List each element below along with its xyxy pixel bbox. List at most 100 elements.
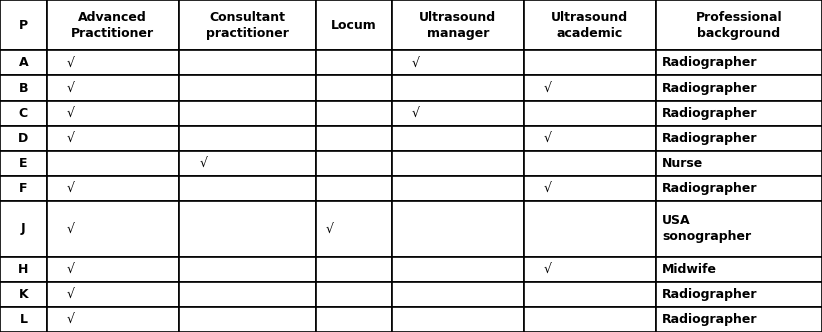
Text: Ultrasound
academic: Ultrasound academic — [551, 11, 628, 40]
Text: A: A — [19, 56, 28, 69]
Bar — [0, 126, 47, 151]
Text: Locum: Locum — [331, 19, 376, 32]
Bar — [178, 75, 316, 101]
Bar — [316, 176, 392, 201]
Bar — [47, 307, 178, 332]
Bar — [392, 201, 524, 257]
Text: √: √ — [543, 263, 552, 276]
Bar — [0, 0, 47, 50]
Bar — [524, 101, 655, 126]
Bar — [178, 151, 316, 176]
Bar — [524, 176, 655, 201]
Text: C: C — [19, 107, 28, 120]
Bar — [524, 282, 655, 307]
Bar — [655, 101, 822, 126]
Text: √: √ — [543, 132, 552, 145]
Bar — [524, 75, 655, 101]
Text: Nurse: Nurse — [662, 157, 704, 170]
Text: Radiographer: Radiographer — [662, 56, 758, 69]
Bar — [47, 282, 178, 307]
Text: E: E — [19, 157, 28, 170]
Bar — [392, 50, 524, 75]
Bar — [524, 126, 655, 151]
Text: Radiographer: Radiographer — [662, 82, 758, 95]
Text: √: √ — [67, 82, 75, 95]
Bar — [316, 126, 392, 151]
Bar — [655, 257, 822, 282]
Bar — [316, 282, 392, 307]
Bar — [0, 307, 47, 332]
Bar — [392, 307, 524, 332]
Text: √: √ — [412, 107, 420, 120]
Bar — [316, 201, 392, 257]
Text: P: P — [19, 19, 28, 32]
Text: Radiographer: Radiographer — [662, 132, 758, 145]
Text: √: √ — [67, 107, 75, 120]
Bar — [316, 101, 392, 126]
Text: L: L — [20, 313, 27, 326]
Bar — [392, 126, 524, 151]
Text: √: √ — [412, 56, 420, 69]
Text: K: K — [19, 288, 28, 301]
Text: √: √ — [543, 82, 552, 95]
Text: D: D — [18, 132, 29, 145]
Bar — [655, 151, 822, 176]
Text: Radiographer: Radiographer — [662, 313, 758, 326]
Bar — [178, 0, 316, 50]
Text: √: √ — [199, 157, 207, 170]
Text: USA
sonographer: USA sonographer — [662, 214, 751, 243]
Text: √: √ — [67, 288, 75, 301]
Bar — [0, 75, 47, 101]
Bar — [655, 307, 822, 332]
Bar — [524, 257, 655, 282]
Bar — [47, 151, 178, 176]
Bar — [316, 50, 392, 75]
Text: √: √ — [543, 182, 552, 195]
Text: Radiographer: Radiographer — [662, 107, 758, 120]
Bar — [655, 282, 822, 307]
Bar — [47, 50, 178, 75]
Bar — [0, 257, 47, 282]
Text: √: √ — [67, 132, 75, 145]
Text: √: √ — [67, 56, 75, 69]
Text: Midwife: Midwife — [662, 263, 717, 276]
Bar — [178, 50, 316, 75]
Text: √: √ — [67, 263, 75, 276]
Text: J: J — [21, 222, 25, 235]
Bar — [392, 75, 524, 101]
Bar — [392, 0, 524, 50]
Bar — [316, 257, 392, 282]
Bar — [178, 307, 316, 332]
Bar — [316, 151, 392, 176]
Text: B: B — [19, 82, 28, 95]
Bar — [392, 257, 524, 282]
Bar — [0, 282, 47, 307]
Bar — [392, 151, 524, 176]
Text: √: √ — [67, 182, 75, 195]
Bar — [47, 126, 178, 151]
Text: H: H — [18, 263, 29, 276]
Text: Consultant
practitioner: Consultant practitioner — [206, 11, 289, 40]
Bar — [655, 126, 822, 151]
Text: √: √ — [67, 222, 75, 235]
Bar — [524, 0, 655, 50]
Bar — [316, 307, 392, 332]
Bar — [0, 151, 47, 176]
Bar — [47, 75, 178, 101]
Text: √: √ — [67, 313, 75, 326]
Bar — [524, 201, 655, 257]
Bar — [47, 201, 178, 257]
Bar — [524, 307, 655, 332]
Bar — [655, 201, 822, 257]
Bar — [0, 50, 47, 75]
Text: √: √ — [326, 222, 334, 235]
Bar — [178, 201, 316, 257]
Bar — [178, 257, 316, 282]
Text: Professional
background: Professional background — [695, 11, 782, 40]
Bar — [178, 282, 316, 307]
Text: Radiographer: Radiographer — [662, 288, 758, 301]
Bar — [524, 50, 655, 75]
Bar — [524, 151, 655, 176]
Bar — [655, 0, 822, 50]
Bar — [47, 101, 178, 126]
